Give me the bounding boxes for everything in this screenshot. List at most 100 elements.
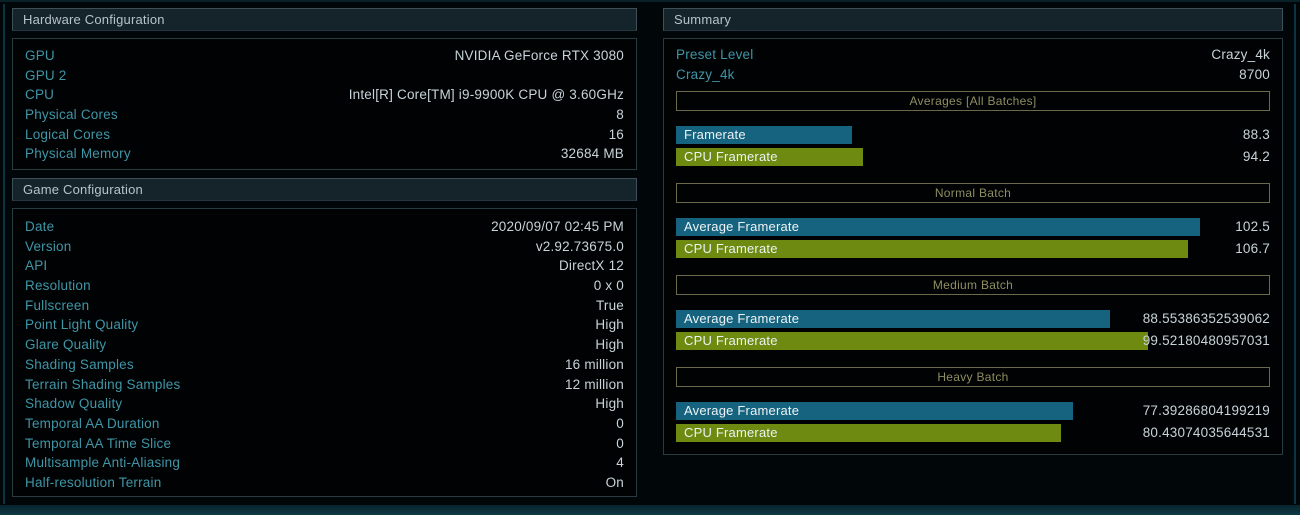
cpu-framerate-bar-label: CPU Framerate <box>684 425 778 441</box>
cpu-framerate-row: CPU Framerate 94.2 <box>676 148 1270 167</box>
config-row: CPU Intel[R] Core[TM] i9-9900K CPU @ 3.6… <box>25 87 624 107</box>
game-configuration-header: Game Configuration <box>12 178 637 201</box>
config-label: Fullscreen <box>25 297 90 313</box>
gpu-framerate-value: 77.39286804199219 <box>1142 403 1270 419</box>
gpu-framerate-bar: Average Framerate <box>676 218 1200 237</box>
batch-group: Averages [All Batches] Framerate 88.3 CP… <box>676 91 1270 167</box>
config-value: On <box>605 474 624 490</box>
config-label: GPU 2 <box>25 67 67 83</box>
config-row: Physical Memory 32684 MB <box>25 146 624 166</box>
config-label: Temporal AA Time Slice <box>25 435 172 451</box>
config-row: Resolution 0 x 0 <box>25 278 624 298</box>
screen-top-edge <box>0 0 1300 2</box>
config-label: Point Light Quality <box>25 317 139 333</box>
config-value: 2020/09/07 02:45 PM <box>491 219 624 234</box>
screen-bottom-bar <box>0 505 1300 515</box>
gpu-framerate-value: 102.5 <box>1235 219 1270 235</box>
hardware-configuration-header: Hardware Configuration <box>12 8 637 31</box>
config-value: 0 <box>616 415 624 431</box>
preset-rows: Preset Level Crazy_4k Crazy_4k 8700 <box>676 47 1270 86</box>
gpu-framerate-bar: Framerate <box>676 126 852 145</box>
config-row: Shading Samples 16 million <box>25 357 624 377</box>
gpu-framerate-row: Framerate 88.3 <box>676 126 1270 145</box>
config-label: Physical Memory <box>25 146 131 162</box>
config-row: Glare Quality High <box>25 337 624 357</box>
config-label: Shadow Quality <box>25 396 123 412</box>
game-configuration-panel: Date 2020/09/07 02:45 PM Version v2.92.7… <box>12 208 637 497</box>
gpu-framerate-bar: Average Framerate <box>676 310 1111 329</box>
config-label: Resolution <box>25 278 91 294</box>
config-label: API <box>25 258 48 274</box>
config-row: API DirectX 12 <box>25 258 624 278</box>
preset-label: Crazy_4k <box>676 66 735 82</box>
config-row: Point Light Quality High <box>25 317 624 337</box>
cpu-framerate-bar-label: CPU Framerate <box>684 241 778 257</box>
gpu-framerate-bar-label: Average Framerate <box>684 311 800 327</box>
config-label: Multisample Anti-Aliasing <box>25 455 181 471</box>
preset-row: Preset Level Crazy_4k <box>676 47 1270 67</box>
hardware-configuration-panel: GPU NVIDIA GeForce RTX 3080 GPU 2 CPU In… <box>12 38 637 170</box>
config-row: Physical Cores 8 <box>25 107 624 127</box>
gpu-framerate-row: Average Framerate 102.5 <box>676 218 1270 237</box>
config-value: 8 <box>616 107 624 123</box>
config-value: NVIDIA GeForce RTX 3080 <box>454 48 624 63</box>
batch-title: Averages [All Batches] <box>676 91 1270 112</box>
cpu-framerate-value: 94.2 <box>1242 149 1270 165</box>
preset-label: Preset Level <box>676 47 754 62</box>
config-label: GPU <box>25 48 55 63</box>
config-value: 0 x 0 <box>593 278 624 294</box>
config-value: High <box>595 337 624 353</box>
config-value: 4 <box>616 455 624 471</box>
cpu-framerate-row: CPU Framerate 106.7 <box>676 240 1270 259</box>
config-value: 12 million <box>564 376 624 392</box>
summary-header: Summary <box>663 8 1283 31</box>
config-value: DirectX 12 <box>558 258 624 274</box>
gpu-framerate-bar-label: Average Framerate <box>684 403 800 419</box>
left-column: Hardware Configuration GPU NVIDIA GeForc… <box>12 8 637 497</box>
config-label: Shading Samples <box>25 356 134 372</box>
cpu-framerate-bar: CPU Framerate <box>676 424 1061 443</box>
config-value: True <box>595 297 624 313</box>
preset-row: Crazy_4k 8700 <box>676 67 1270 87</box>
config-value: Intel[R] Core[TM] i9-9900K CPU @ 3.60GHz <box>348 87 624 103</box>
config-value: 16 <box>608 126 624 142</box>
config-label: Version <box>25 238 72 254</box>
gpu-framerate-value: 88.55386352539062 <box>1142 311 1270 327</box>
batch-title: Normal Batch <box>676 183 1270 204</box>
config-row: Date 2020/09/07 02:45 PM <box>25 219 624 239</box>
config-row: Logical Cores 16 <box>25 127 624 147</box>
config-row: Multisample Anti-Aliasing 4 <box>25 455 624 475</box>
gpu-framerate-row: Average Framerate 77.39286804199219 <box>676 402 1270 421</box>
config-label: Glare Quality <box>25 337 107 353</box>
screen-right-edge <box>1294 4 1296 504</box>
cpu-framerate-row: CPU Framerate 99.52180480957031 <box>676 332 1270 351</box>
summary-panel: Preset Level Crazy_4k Crazy_4k 8700 Aver… <box>663 38 1283 455</box>
config-value: 16 million <box>564 356 624 372</box>
cpu-framerate-bar: CPU Framerate <box>676 240 1189 259</box>
config-value: 0 <box>616 435 624 451</box>
config-value: v2.92.73675.0 <box>535 238 624 254</box>
cpu-framerate-bar-label: CPU Framerate <box>684 149 778 165</box>
config-label: Logical Cores <box>25 126 111 142</box>
config-label: Date <box>25 219 55 234</box>
batch-group: Normal Batch Average Framerate 102.5 CPU… <box>676 183 1270 259</box>
cpu-framerate-row: CPU Framerate 80.43074035644531 <box>676 424 1270 443</box>
gpu-framerate-value: 88.3 <box>1242 127 1270 143</box>
config-row: Temporal AA Duration 0 <box>25 416 624 436</box>
batch-group: Heavy Batch Average Framerate 77.3928680… <box>676 367 1270 443</box>
config-row: Shadow Quality High <box>25 396 624 416</box>
config-label: Half-resolution Terrain <box>25 474 162 490</box>
config-label: Physical Cores <box>25 107 118 123</box>
cpu-framerate-value: 99.52180480957031 <box>1142 333 1270 349</box>
gpu-framerate-bar-label: Average Framerate <box>684 219 800 235</box>
config-label: CPU <box>25 87 55 103</box>
config-row: GPU NVIDIA GeForce RTX 3080 <box>25 48 624 68</box>
cpu-framerate-bar-label: CPU Framerate <box>684 333 778 349</box>
gpu-framerate-bar: Average Framerate <box>676 402 1074 421</box>
batch-results: Averages [All Batches] Framerate 88.3 CP… <box>676 91 1270 443</box>
batch-title: Heavy Batch <box>676 367 1270 388</box>
preset-value: 8700 <box>1239 66 1270 82</box>
cpu-framerate-bar: CPU Framerate <box>676 332 1148 351</box>
config-value: 32684 MB <box>560 146 624 162</box>
